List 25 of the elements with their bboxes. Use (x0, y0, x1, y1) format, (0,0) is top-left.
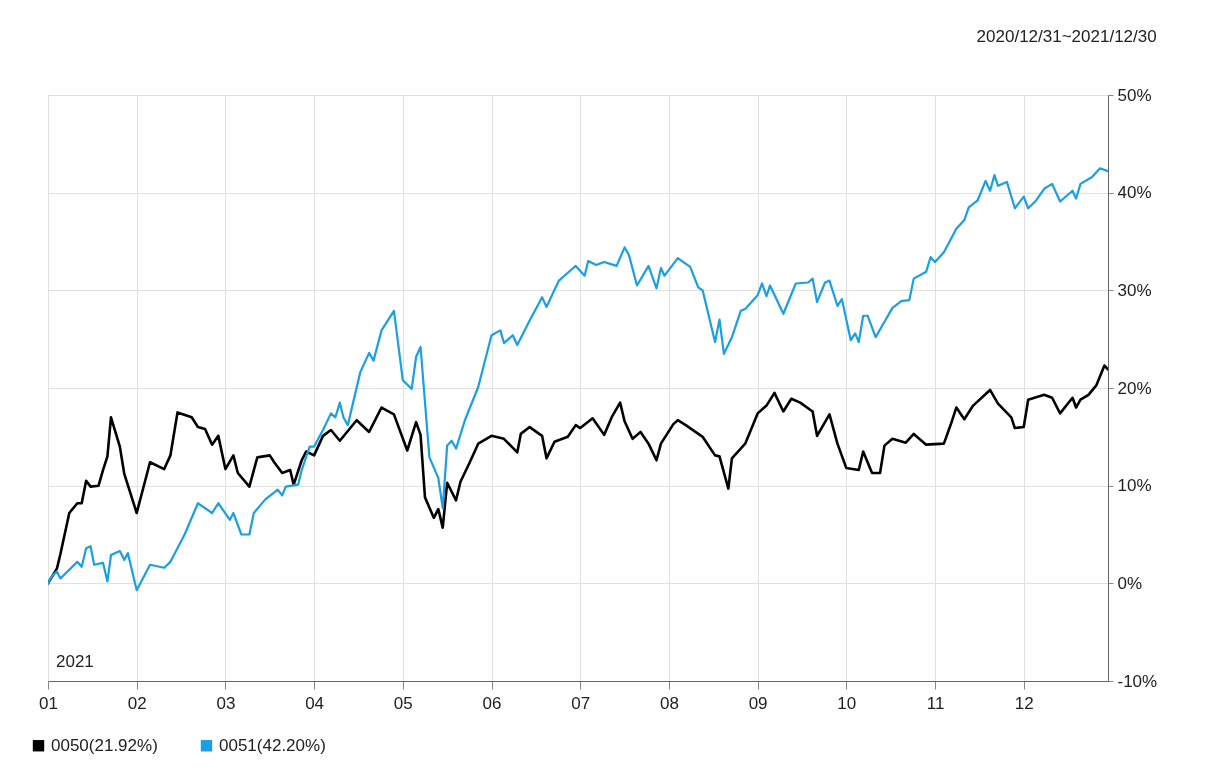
x-tick-label: 03 (216, 693, 236, 713)
x-tick-label: 09 (748, 693, 768, 713)
y-tick-label: 30% (1117, 280, 1152, 300)
x-tick-label: 04 (305, 693, 325, 713)
line-series (48, 167, 1108, 592)
x-tick-label: 05 (393, 693, 413, 713)
x-tick-label: 02 (127, 693, 147, 713)
y-tick-label: 50% (1117, 85, 1152, 105)
chart-subtitle: 2020/12/31~2021/12/30 (976, 27, 1157, 46)
x-tick-label: 06 (482, 693, 502, 713)
legend-label: 0051(42.20%) (219, 735, 326, 755)
y-tick-label: 20% (1117, 378, 1152, 398)
y-tick-label: -10% (1117, 671, 1158, 691)
x-tick-label: 12 (1014, 693, 1034, 713)
annotation: 2021 (56, 652, 94, 671)
y-tick-label: 40% (1117, 183, 1152, 203)
y-tick-label: 10% (1117, 476, 1152, 496)
x-tick-label: 07 (571, 693, 591, 713)
x-tick-label: 01 (39, 693, 58, 713)
line-series (48, 364, 1108, 585)
x-tick-label: 08 (659, 693, 679, 713)
y-tick-label: 0% (1117, 573, 1143, 593)
x-tick-label: 10 (837, 693, 857, 713)
x-tick-label: 11 (926, 693, 945, 713)
legend-label: 0050(21.92%) (51, 735, 158, 755)
